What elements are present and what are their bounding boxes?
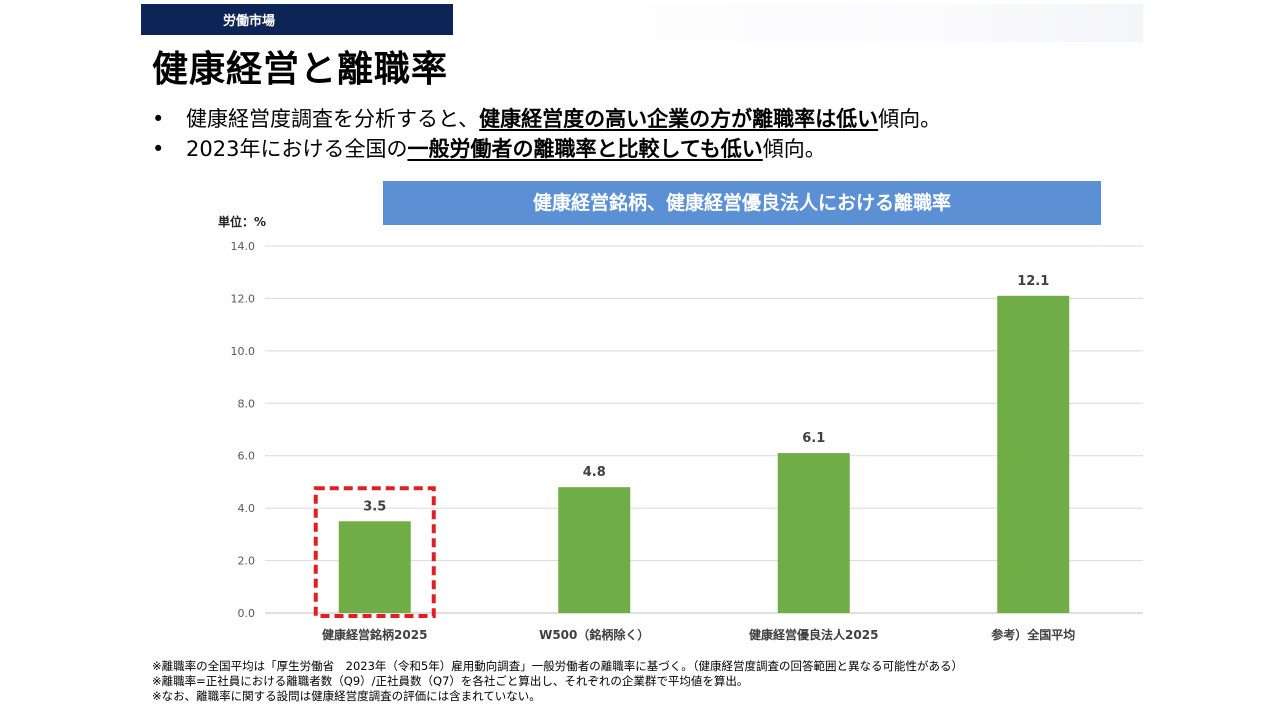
y-tick-label: 2.0 [238, 555, 256, 568]
bullet-list: • 健康経営度調査を分析すると、健康経営度の高い企業の方が離職率は低い傾向。 •… [152, 104, 1152, 164]
y-tick-label: 0.0 [238, 607, 256, 620]
header-fade-band [453, 4, 1143, 42]
x-category-label: 参考）全国平均 [991, 627, 1075, 642]
footnote-line: ※離職率の全国平均は「厚生労働省 2023年（令和5年）雇用動向調査」一般労働者… [152, 659, 963, 673]
data-label: 4.8 [583, 465, 606, 480]
section-tag: 労働市場 [141, 4, 453, 35]
bullet-text-post: 傾向。 [762, 137, 826, 161]
bullet-dot-icon: • [152, 137, 165, 161]
y-tick-label: 8.0 [238, 397, 256, 410]
bullet-text-pre: 健康経営度調査を分析すると、 [186, 107, 480, 131]
data-label: 12.1 [1017, 274, 1049, 289]
highlight-dashed-box [313, 486, 436, 618]
bullet-item: • 2023年における全国の一般労働者の離職率と比較しても低い傾向。 [152, 134, 1152, 164]
bar [997, 295, 1070, 613]
bullet-dot-icon: • [152, 107, 165, 131]
bullet-item: • 健康経営度調査を分析すると、健康経営度の高い企業の方が離職率は低い傾向。 [152, 104, 1152, 134]
y-tick-label: 10.0 [231, 345, 256, 358]
x-category-label: 健康経営優良法人2025 [749, 627, 878, 642]
footnote-line: ※なお、離職率に関する設問は健康経営度調査の評価には含まれていない。 [152, 689, 541, 703]
x-category-label: W500（銘柄除く） [539, 627, 649, 642]
bar [338, 521, 411, 613]
bullet-text-post: 傾向。 [878, 107, 942, 131]
unit-label: 単位：% [218, 214, 266, 229]
footnote-line: ※離職率=正社員における離職者数（Q9）/正社員数（Q7）を各社ごと算出し、それ… [152, 674, 749, 688]
y-tick-label: 6.0 [238, 450, 256, 463]
y-tick-label: 14.0 [231, 240, 256, 253]
footnotes: ※離職率の全国平均は「厚生労働省 2023年（令和5年）雇用動向調査」一般労働者… [152, 659, 963, 704]
bar [777, 453, 850, 613]
x-category-label: 健康経営銘柄2025 [322, 627, 427, 642]
bullet-text-pre: 2023年における全国の [186, 137, 408, 161]
page-title: 健康経営と離職率 [152, 49, 449, 90]
chart-title-banner: 健康経営銘柄、健康経営優良法人における離職率 [383, 181, 1101, 225]
data-label: 6.1 [802, 431, 825, 446]
data-label: 3.5 [363, 499, 386, 514]
y-tick-label: 4.0 [238, 502, 256, 515]
bar [558, 487, 631, 613]
bullet-text-emphasis: 健康経営度の高い企業の方が離職率は低い [479, 107, 879, 131]
y-tick-label: 12.0 [231, 292, 256, 305]
bullet-text-emphasis: 一般労働者の離職率と比較しても低い [407, 137, 763, 161]
